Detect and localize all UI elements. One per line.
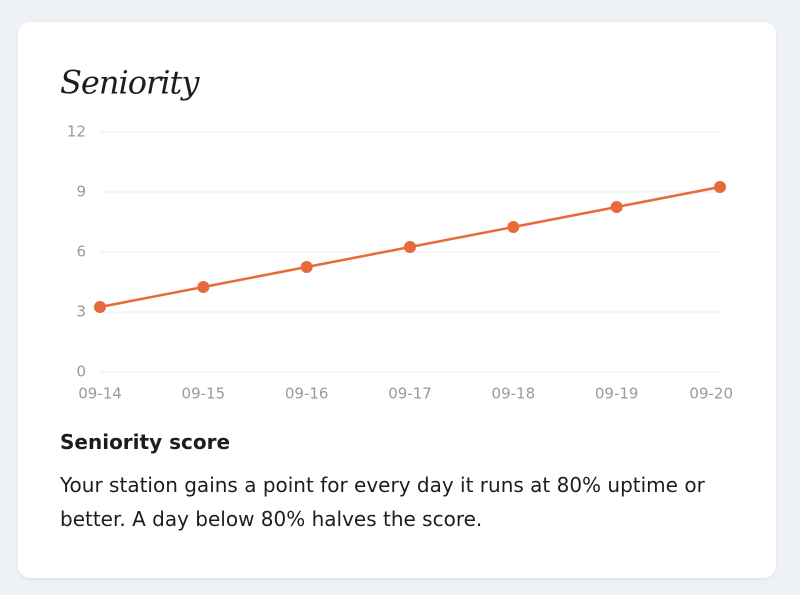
chart-title: Seniority (60, 64, 200, 102)
data-point (714, 181, 726, 193)
card-body: Your station gains a point for every day… (60, 473, 705, 531)
x-tick-label: 09-16 (285, 385, 329, 403)
y-tick-label: 12 (67, 123, 86, 141)
x-tick-label: 09-17 (388, 385, 432, 403)
data-point (610, 201, 623, 213)
chart: Seniority 0 3 6 9 12 09-14 09-15 09-16 09-17 09-1… (60, 64, 733, 403)
data-point (507, 221, 520, 233)
x-tick-label: 09-19 (595, 385, 639, 403)
y-tick-label: 9 (76, 183, 86, 201)
data-point (94, 301, 106, 313)
card-heading: Seniority score (60, 430, 231, 454)
y-tick-label: 0 (76, 363, 86, 381)
x-tick-label: 09-15 (182, 385, 226, 403)
data-point (197, 281, 210, 293)
x-tick-label: 09-20 (689, 385, 733, 403)
card (18, 22, 776, 578)
data-point (404, 241, 416, 253)
data-point (300, 261, 313, 273)
x-tick-label: 09-18 (492, 385, 536, 403)
y-tick-label: 3 (76, 303, 86, 321)
x-tick-label: 09-14 (78, 385, 122, 403)
y-tick-label: 6 (76, 243, 86, 261)
